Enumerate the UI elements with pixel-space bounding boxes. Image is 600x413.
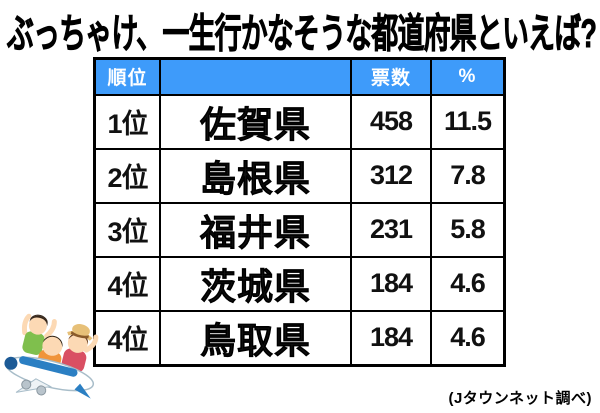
prefecture-cell: 島根県 <box>159 147 352 204</box>
percent-cell: 4.6 <box>430 255 506 312</box>
rank-cell: 4位 <box>93 309 161 366</box>
rank-cell: 3位 <box>93 201 161 258</box>
table-row: 3位 福井県 231 5.8 <box>93 201 506 258</box>
rank-cell: 4位 <box>93 255 161 312</box>
prefecture-cell: 佐賀県 <box>159 93 352 150</box>
votes-cell: 312 <box>350 147 432 204</box>
votes-cell: 184 <box>350 309 432 366</box>
percent-cell: 7.8 <box>430 147 506 204</box>
votes-cell: 184 <box>350 255 432 312</box>
header-prefecture <box>159 57 352 96</box>
percent-cell: 4.6 <box>430 309 506 366</box>
table-row: 2位 島根県 312 7.8 <box>93 147 506 204</box>
votes-cell: 458 <box>350 93 432 150</box>
percent-cell: 11.5 <box>430 93 506 150</box>
prefecture-cell: 福井県 <box>159 201 352 258</box>
header-rank: 順位 <box>93 57 161 96</box>
percent-cell: 5.8 <box>430 201 506 258</box>
source-credit: (Jタウンネット調べ) <box>448 390 592 407</box>
table-row: 4位 茨城県 184 4.6 <box>93 255 506 312</box>
airplane-family-illustration <box>4 313 99 399</box>
header-percent: % <box>430 57 506 96</box>
prefecture-cell: 茨城県 <box>159 255 352 312</box>
table-header-row: 順位 票数 % <box>93 57 506 96</box>
table-row: 1位 佐賀県 458 11.5 <box>93 93 506 150</box>
ranking-table: 順位 票数 % 1位 佐賀県 458 11.5 2位 島根県 312 7.8 3… <box>93 57 506 367</box>
votes-cell: 231 <box>350 201 432 258</box>
table-row: 4位 鳥取県 184 4.6 <box>93 309 506 366</box>
page-title: ぶっちゃけ、一生行かなそうな都道府県といえば? <box>7 12 598 57</box>
header-votes: 票数 <box>350 57 432 96</box>
prefecture-cell: 鳥取県 <box>159 309 352 366</box>
rank-cell: 1位 <box>93 93 161 150</box>
rank-cell: 2位 <box>93 147 161 204</box>
